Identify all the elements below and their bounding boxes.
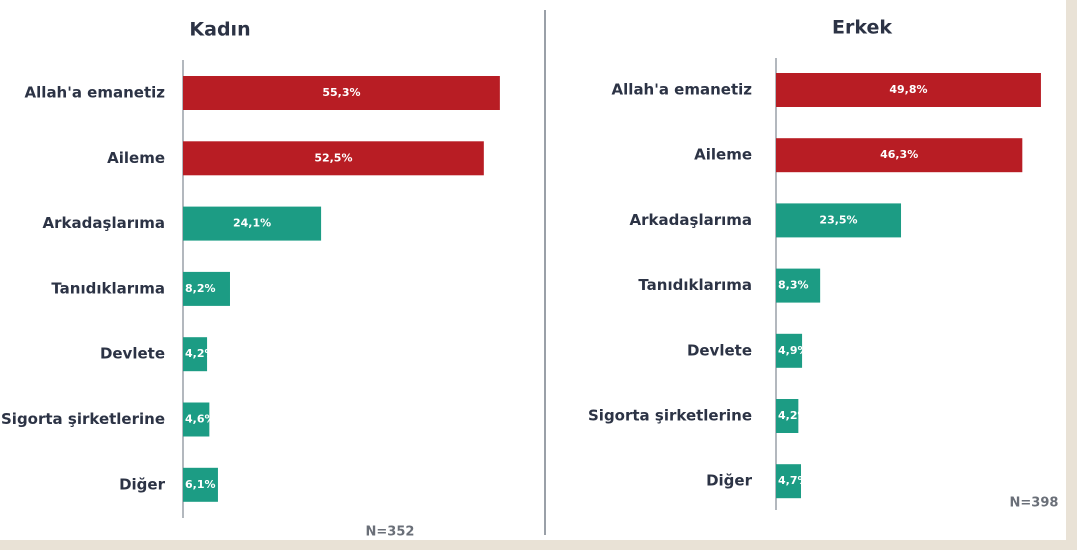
category-label: Devlete (100, 345, 165, 363)
value-label: 46,3% (880, 148, 918, 161)
bar (183, 402, 210, 437)
chart-title: Erkek (832, 17, 892, 39)
sample-size: N=398 (1010, 496, 1059, 511)
bar (183, 467, 218, 502)
bar (776, 138, 1023, 173)
bar (183, 206, 322, 241)
bar (183, 141, 484, 176)
bar (776, 268, 821, 303)
category-label: Sigorta şirketlerine (1, 410, 165, 428)
category-label: Tanıdıklarıma (638, 276, 752, 294)
category-label: Diğer (706, 472, 753, 490)
value-label: 6,1% (185, 478, 216, 491)
category-label: Aileme (694, 146, 752, 164)
value-label: 52,5% (314, 151, 352, 164)
value-label: 4,9% (778, 344, 809, 357)
category-label: Aileme (107, 149, 165, 167)
value-label: 4,2% (778, 409, 809, 422)
bar (183, 337, 208, 372)
bar (776, 399, 799, 433)
value-label: 4,6% (185, 413, 216, 426)
value-label: 4,7% (778, 474, 809, 487)
category-label: Diğer (119, 475, 166, 493)
value-label: 4,2% (185, 347, 216, 360)
chart-title: Kadın (189, 19, 250, 41)
value-label: 23,5% (819, 213, 857, 226)
bar (776, 333, 803, 368)
value-label: 8,3% (778, 279, 809, 292)
bar (776, 464, 802, 499)
category-label: Allah'a emanetiz (612, 81, 753, 99)
bar (183, 271, 230, 306)
value-label: 8,2% (185, 282, 216, 295)
value-label: 24,1% (233, 217, 271, 230)
value-label: 55,3% (322, 86, 360, 99)
bar (183, 76, 500, 110)
category-label: Arkadaşlarıma (630, 211, 752, 229)
bar (776, 203, 902, 238)
sample-size: N=352 (366, 525, 415, 540)
value-label: 49,8% (889, 83, 927, 96)
category-label: Sigorta şirketlerine (588, 407, 752, 425)
category-label: Arkadaşlarıma (43, 214, 165, 232)
category-label: Tanıdıklarıma (51, 279, 165, 297)
category-label: Devlete (687, 341, 752, 359)
bar (776, 73, 1041, 107)
category-label: Allah'a emanetiz (25, 84, 166, 102)
